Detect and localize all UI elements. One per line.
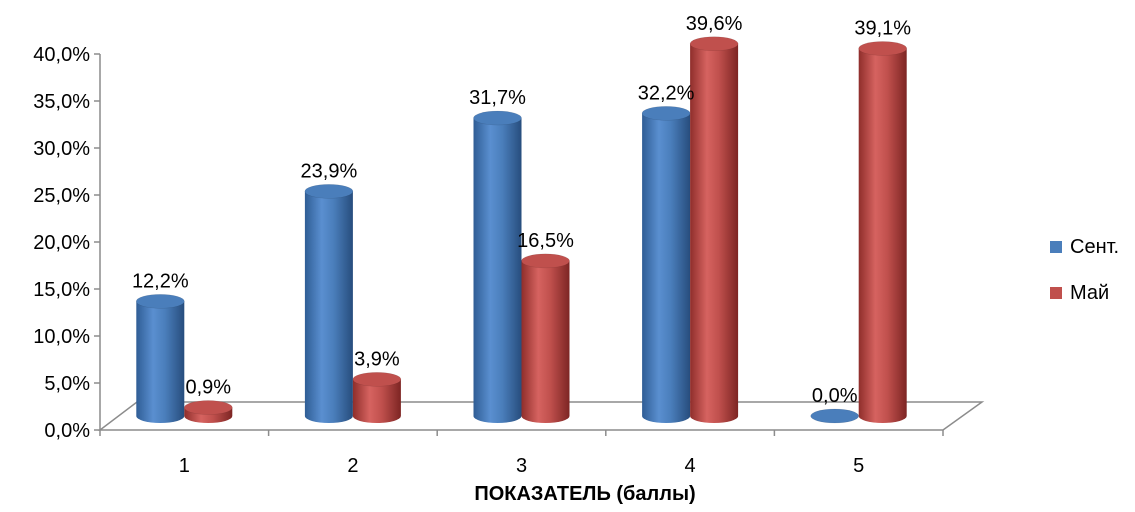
bar-top [352, 372, 402, 387]
bar-may [689, 36, 739, 423]
y-tick-label: 20,0% [33, 232, 90, 254]
data-label: 23,9% [301, 160, 358, 182]
x-tick-label: 5 [853, 455, 864, 477]
bar-body [521, 260, 570, 423]
y-tick-label: 15,0% [33, 279, 90, 301]
bars-group [136, 36, 907, 424]
legend-label-sept: Сент. [1070, 235, 1120, 258]
bar-top [810, 408, 859, 424]
bar-sept [473, 110, 522, 424]
bar-body [304, 191, 353, 423]
bar-body [642, 113, 691, 423]
legend-swatch-may [1050, 287, 1062, 299]
data-label: 39,6% [686, 13, 743, 35]
bar-may [352, 372, 402, 423]
y-tick-label: 35,0% [33, 91, 90, 113]
data-label: 31,7% [469, 87, 526, 109]
bar-top [521, 253, 570, 269]
bar-top [858, 41, 907, 56]
data-label: 0,0% [812, 385, 858, 407]
bar-may [858, 41, 907, 424]
bar-sept [810, 408, 859, 424]
legend-swatch-sept [1050, 241, 1062, 253]
bar-may [521, 253, 570, 423]
y-tick-label: 30,0% [33, 138, 90, 160]
bar-sept [136, 294, 185, 423]
bar-top [473, 110, 522, 126]
legend: Сент. Май [1050, 232, 1119, 324]
data-label: 0,9% [186, 377, 232, 399]
data-label: 12,2% [132, 270, 189, 292]
data-label: 39,1% [854, 17, 911, 39]
bar-top [689, 36, 739, 52]
bar-body [136, 301, 185, 423]
y-tick-label: 10,0% [33, 326, 90, 348]
x-tick-label: 4 [685, 455, 696, 477]
bar-sept [304, 184, 354, 423]
y-tick-label: 5,0% [44, 373, 90, 395]
bar-top [184, 400, 233, 415]
bar-top [641, 106, 691, 121]
bar-body [352, 379, 401, 423]
legend-item-may: Май [1050, 278, 1119, 308]
bar-sept [641, 106, 691, 423]
legend-item-sept: Сент. [1050, 232, 1119, 262]
x-axis-title: ПОКАЗАТЕЛЬ (баллы) [474, 483, 695, 505]
x-tick-label: 1 [179, 455, 190, 477]
data-label: 3,9% [354, 348, 400, 370]
legend-label-may: Май [1070, 281, 1110, 304]
x-tick-label: 3 [516, 455, 527, 477]
bar-top [136, 294, 185, 309]
bar-may [184, 400, 233, 423]
data-label: 16,5% [517, 230, 574, 252]
y-tick-label: 25,0% [33, 185, 90, 207]
y-tick-label: 40,0% [33, 44, 90, 66]
x-tick-label: 2 [347, 455, 358, 477]
bar-body [473, 118, 522, 424]
bar-top [304, 184, 354, 199]
bar-body [858, 48, 907, 424]
data-label: 32,2% [638, 82, 695, 104]
y-tick-label: 0,0% [44, 420, 90, 442]
bar-body [690, 43, 739, 423]
data-labels-group: 12,2% 23,9% 31,7% 32,2% 0,0% 0,9% 3,9% 16,5% 39,… [132, 13, 911, 407]
